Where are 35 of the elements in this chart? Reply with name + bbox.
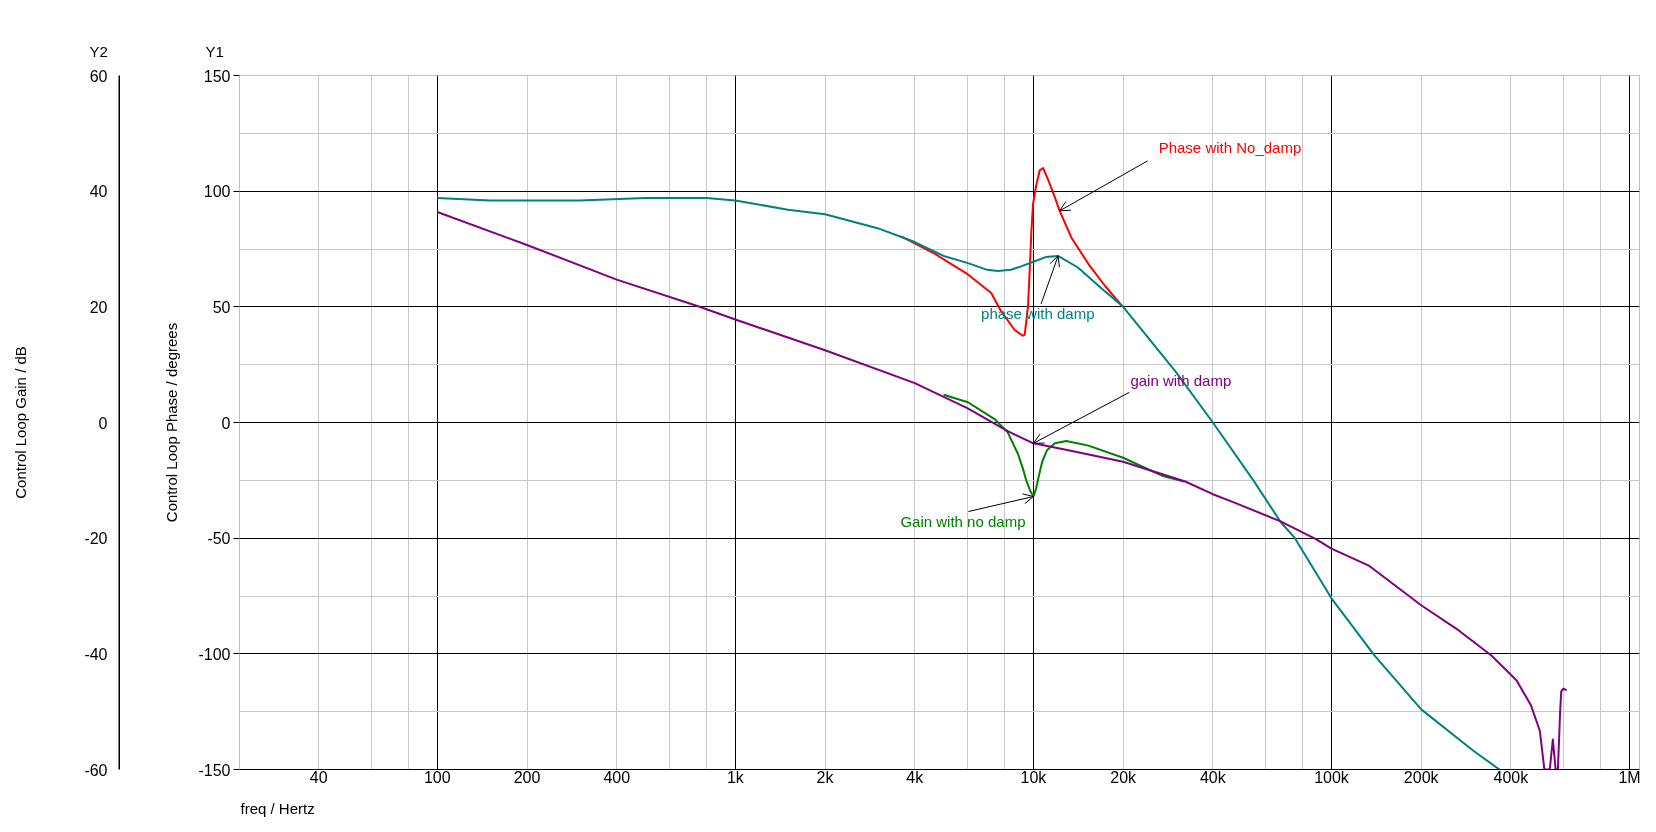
- y-tick-label: 100: [203, 183, 231, 201]
- y2-tick-label: 40: [89, 183, 108, 201]
- x-tick-label: 200: [513, 768, 541, 786]
- text: Y1: [205, 43, 224, 60]
- x-tick-label: 100: [423, 768, 451, 786]
- x-tick-label: 100k: [1314, 768, 1350, 786]
- y-tick-label: -150: [198, 761, 231, 779]
- x-tick-label: 400k: [1493, 768, 1530, 786]
- y2-tick-label: 60: [89, 67, 108, 85]
- y-axis-title: Control Loop Phase / degrees: [163, 322, 181, 523]
- y-tick-label: 50: [212, 298, 231, 316]
- x-tick-label: 200k: [1403, 768, 1440, 786]
- y2-tick-label: -20: [84, 530, 108, 548]
- x-tick-label: 40k: [1199, 768, 1227, 786]
- y-tick-label: 0: [221, 414, 231, 432]
- x-tick-label: 20k: [1110, 768, 1138, 786]
- x-tick-label: 10k: [1020, 768, 1048, 786]
- x-tick-label: 1k: [726, 768, 745, 786]
- x-tick-label: 4k: [906, 768, 925, 786]
- y-tick-label: -50: [207, 530, 231, 548]
- x-tick-label: 40: [309, 768, 328, 786]
- y2-axis-title: Control Loop Gain / dB: [12, 346, 30, 499]
- y2-tick-label: 20: [89, 298, 108, 316]
- y-tick-label: 150: [203, 67, 231, 85]
- x-tick-label: 1M: [1618, 768, 1641, 786]
- y2-tick-label: -40: [84, 645, 108, 663]
- x-axis-title: freq / Hertz: [240, 799, 315, 817]
- text: Y2: [89, 43, 108, 60]
- y2-tick-label: -60: [84, 761, 108, 779]
- y-tick-label: -100: [198, 645, 231, 663]
- x-tick-label: 2k: [816, 768, 835, 786]
- y2-tick-label: 0: [98, 414, 108, 432]
- text: Phase with No_damp: [1158, 139, 1302, 157]
- legend-label: Gain with no damp: [900, 513, 1026, 531]
- x-tick-label: 400: [603, 768, 631, 786]
